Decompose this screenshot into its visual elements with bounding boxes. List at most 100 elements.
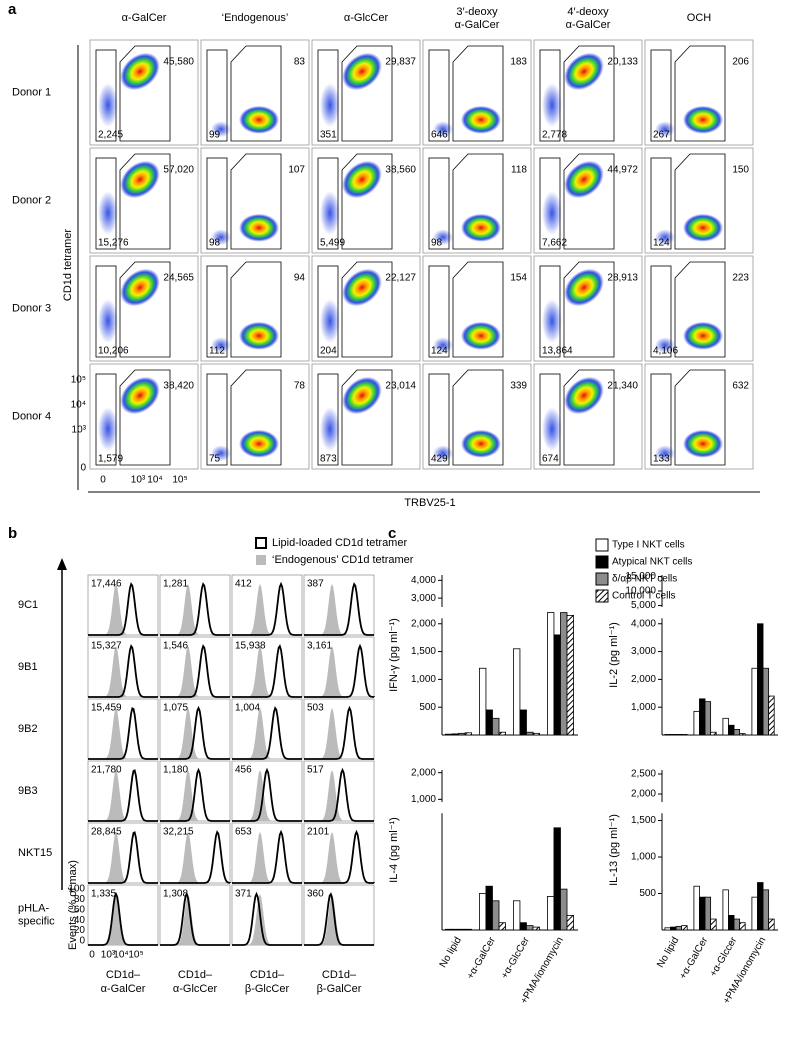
- gate: [539, 373, 561, 466]
- dot-plot: [422, 255, 532, 362]
- gate: [563, 45, 615, 142]
- legend-label: Lipid-loaded CD1d tetramer: [272, 537, 407, 549]
- tick-label: 10⁵: [172, 475, 187, 486]
- gate-count: 371: [235, 889, 252, 900]
- tick-label: 10³: [101, 950, 116, 961]
- gate-count: 1,004: [235, 703, 260, 714]
- column-label: CD1d–: [250, 969, 285, 981]
- column-label: CD1d–: [322, 969, 357, 981]
- plot-frame: [231, 884, 303, 946]
- dot-plot: [200, 363, 310, 470]
- histogram: [159, 884, 231, 946]
- plot-frame: [87, 636, 159, 698]
- gate: [539, 157, 561, 250]
- bar: [733, 729, 741, 736]
- gate-count: 873: [320, 454, 337, 465]
- bar: [681, 734, 688, 736]
- gate: [428, 265, 450, 358]
- bar: [681, 925, 688, 931]
- histogram: [303, 760, 375, 822]
- x-tick-label: +α-GalCer: [678, 935, 711, 981]
- y-tick-label: 1,500: [411, 646, 436, 657]
- population: [433, 337, 453, 354]
- histogram-loaded: [160, 705, 230, 760]
- legend-swatch: [255, 537, 267, 549]
- legend-swatch: [595, 538, 609, 552]
- row-label: specific: [18, 915, 55, 927]
- histogram-loaded: [160, 892, 230, 946]
- gate-count: 632: [732, 381, 749, 392]
- gate: [650, 373, 672, 466]
- dot-plot: [89, 39, 199, 146]
- gate-count: 24,565: [163, 273, 194, 284]
- gate: [428, 157, 450, 250]
- dot-plot: [533, 363, 643, 470]
- plot-frame: [159, 884, 231, 946]
- dot-plot: [89, 255, 199, 362]
- gate-count: 150: [732, 165, 749, 176]
- bar: [458, 732, 466, 736]
- tick-label: 10³: [131, 475, 146, 486]
- histogram: [87, 636, 159, 698]
- bar: [553, 634, 561, 736]
- population: [320, 299, 340, 344]
- column-header: 4′-deoxy: [567, 6, 609, 18]
- tick-label: 0: [100, 475, 106, 486]
- histogram: [159, 760, 231, 822]
- histogram: [303, 822, 375, 884]
- gate-count: 7,662: [542, 238, 567, 249]
- column-label: CD1d–: [178, 969, 213, 981]
- histogram: [303, 698, 375, 760]
- histogram: [159, 636, 231, 698]
- histogram: [87, 822, 159, 884]
- population: [683, 213, 723, 242]
- gate-count: 1,335: [91, 889, 116, 900]
- x-tick-label: No lipid: [655, 935, 681, 969]
- row-label: Donor 3: [12, 302, 51, 314]
- population: [683, 105, 723, 134]
- gate-count: 653: [235, 827, 252, 838]
- column-label: α-GalCer: [101, 983, 146, 995]
- bar: [444, 733, 453, 736]
- x-tick-label: +α-GalCer: [465, 935, 498, 981]
- x-tick-label: +α-GlcCer: [499, 935, 532, 981]
- population: [239, 429, 279, 458]
- histogram-loaded: [304, 892, 374, 946]
- tick-label: 10⁵: [128, 950, 143, 961]
- gate-count: 15,938: [235, 641, 266, 652]
- gate: [95, 49, 117, 142]
- population: [433, 121, 453, 138]
- histogram: [231, 636, 303, 698]
- gate-count: 5,499: [320, 238, 345, 249]
- histogram-loaded: [88, 644, 158, 698]
- plot-frame: [303, 884, 375, 946]
- gate-count: 154: [510, 273, 527, 284]
- histogram-loaded: [232, 891, 302, 946]
- population: [120, 160, 160, 199]
- gate-count: 38,420: [163, 381, 194, 392]
- gate: [341, 45, 393, 142]
- dot-plot: [533, 255, 643, 362]
- row-label: pHLA-: [18, 902, 50, 914]
- histogram-loaded: [160, 644, 230, 698]
- gate: [452, 45, 504, 142]
- tick-label: 0: [89, 950, 95, 961]
- population: [542, 83, 562, 128]
- gate: [119, 153, 171, 250]
- population: [98, 299, 118, 344]
- gate: [317, 265, 339, 358]
- gate: [563, 153, 615, 250]
- bar: [478, 893, 487, 931]
- row-label: Donor 1: [12, 86, 51, 98]
- legend-swatch: [595, 589, 609, 603]
- population: [342, 160, 382, 199]
- bar: [519, 922, 527, 931]
- histogram: [231, 822, 303, 884]
- bar: [739, 733, 746, 736]
- histogram-loaded: [160, 767, 230, 822]
- row-label: NKT15: [18, 847, 52, 859]
- population: [683, 429, 723, 458]
- y-axis-title: IL-13 (pg ml⁻¹): [608, 814, 620, 886]
- bar: [722, 889, 729, 931]
- population: [342, 268, 382, 307]
